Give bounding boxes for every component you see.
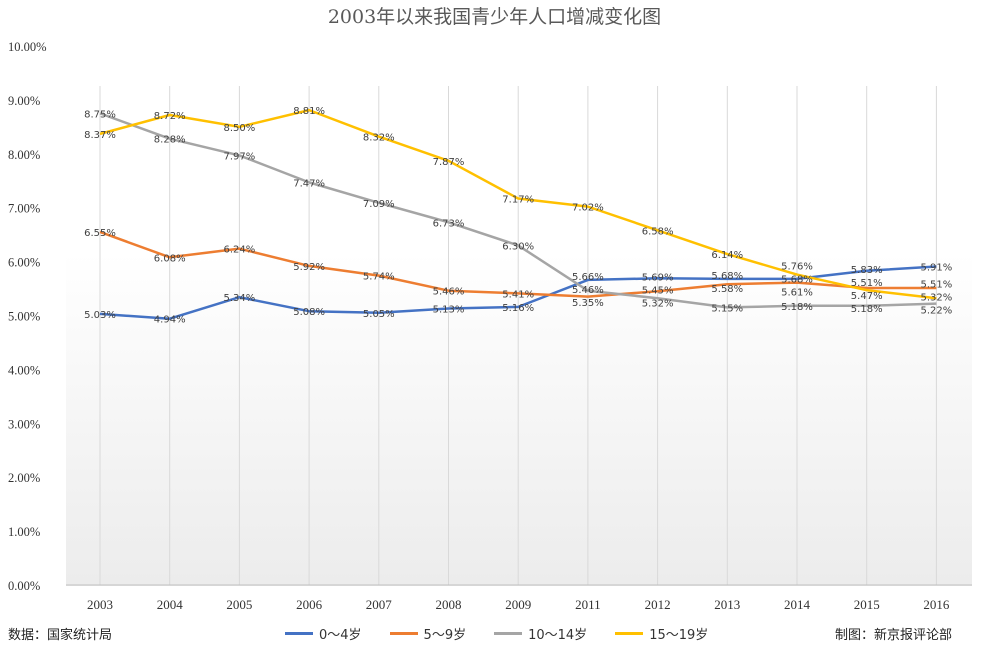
data-label: 5.51%: [921, 280, 953, 291]
y-tick-label: 6.00%: [8, 256, 40, 270]
data-label: 5.08%: [293, 307, 325, 318]
legend-label: 0～4岁: [319, 628, 362, 643]
data-label: 5.51%: [851, 278, 883, 289]
data-label: 5.83%: [851, 265, 883, 276]
data-label: 5.92%: [293, 262, 325, 273]
legend-item: 15～19岁: [615, 624, 708, 643]
data-label: 8.72%: [154, 111, 186, 122]
data-label: 7.87%: [433, 157, 465, 168]
legend-swatch: [615, 632, 644, 635]
x-tick-label: 2016: [923, 597, 950, 612]
line-chart: 2003 2004 2005 2006 2007 2008 2009 2011 2012 2013…: [8, 30, 972, 612]
source-note: 数据：国家统计局: [8, 628, 113, 643]
x-tick-label: 2008: [436, 597, 462, 612]
y-tick-label: 3.00%: [8, 417, 40, 431]
data-label: 5.46%: [572, 285, 604, 296]
y-tick-label: 1.00%: [8, 525, 40, 539]
series-line: [99, 108, 937, 300]
data-label: 5.03%: [84, 310, 116, 321]
x-tick-label: 2009: [505, 597, 531, 612]
y-tick-label: 0.00%: [8, 579, 40, 593]
data-label: 5.76%: [781, 262, 813, 273]
data-label: 6.58%: [642, 226, 674, 237]
data-label: 5.41%: [502, 289, 534, 300]
x-tick-label: 2015: [854, 597, 880, 612]
data-label: 7.09%: [363, 199, 395, 210]
data-label: 5.66%: [572, 272, 604, 283]
data-label: 8.50%: [224, 123, 256, 134]
data-label: 5.61%: [781, 288, 813, 299]
y-tick-label: 8.00%: [8, 148, 40, 162]
y-tick-label: 7.00%: [8, 202, 40, 216]
data-label: 6.73%: [433, 218, 465, 229]
data-label: 5.22%: [921, 306, 953, 317]
x-tick-label: 2012: [645, 597, 671, 612]
y-tick-label: 10.00%: [8, 40, 47, 54]
data-label: 5.74%: [363, 272, 395, 283]
x-tick-label: 2006: [296, 597, 323, 612]
data-label: 6.55%: [84, 228, 116, 239]
data-label: 5.69%: [642, 272, 674, 283]
x-tick-label: 2007: [366, 597, 393, 612]
chart-title: 2003年以来我国青少年人口增减变化图: [327, 6, 662, 28]
data-label: 8.75%: [84, 109, 116, 120]
data-label: 5.32%: [921, 293, 953, 304]
data-label: 8.37%: [84, 130, 116, 141]
data-label: 5.18%: [851, 304, 883, 315]
data-label: 7.02%: [572, 203, 604, 214]
data-label: 5.16%: [502, 303, 534, 314]
credit-note: 制图：新京报评论部: [835, 628, 953, 643]
data-label: 5.46%: [433, 287, 465, 298]
data-label: 6.14%: [711, 250, 743, 261]
data-label: 5.47%: [851, 291, 883, 302]
data-label: 5.91%: [921, 263, 953, 274]
data-label: 5.58%: [711, 284, 743, 295]
x-tick-label: 2014: [784, 597, 811, 612]
data-label: 4.94%: [154, 315, 186, 326]
data-label: 5.35%: [572, 298, 604, 309]
data-label: 5.32%: [642, 298, 674, 309]
data-label: 5.18%: [781, 302, 813, 313]
data-label: 5.13%: [433, 305, 465, 316]
data-label: 6.30%: [502, 241, 534, 252]
data-label: 5.15%: [711, 303, 743, 314]
data-label: 5.68%: [711, 271, 743, 282]
data-label: 8.28%: [154, 135, 186, 146]
legend-swatch: [494, 632, 523, 635]
data-label: 7.97%: [224, 151, 256, 162]
data-label: 5.05%: [363, 309, 395, 320]
y-tick-label: 5.00%: [8, 310, 40, 324]
data-label: 6.08%: [154, 253, 186, 264]
y-tick-label: 2.00%: [8, 471, 40, 485]
data-label: 5.45%: [642, 285, 674, 296]
data-label: 5.68%: [781, 275, 813, 286]
legend: 0～4岁 5～9岁 10～14岁 15～19岁: [285, 624, 708, 643]
data-label: 8.81%: [293, 106, 325, 117]
series-line: [99, 265, 937, 320]
legend-swatch: [389, 632, 418, 635]
data-label: 8.32%: [363, 133, 395, 144]
legend-item: 0～4岁: [285, 624, 362, 643]
legend-label: 15～19岁: [649, 628, 709, 643]
y-tick-label: 9.00%: [8, 94, 40, 108]
legend-swatch: [285, 632, 313, 635]
series-line: [99, 112, 937, 309]
x-tick-label: 2011: [575, 597, 601, 612]
x-tick-label: 2003: [87, 597, 113, 612]
y-tick-label: 4.00%: [8, 363, 40, 377]
legend-label: 10～14岁: [528, 628, 588, 643]
legend-item: 5～9岁: [389, 624, 467, 643]
data-label: 6.24%: [224, 245, 256, 256]
data-label: 7.17%: [502, 195, 534, 206]
x-tick-label: 2005: [226, 597, 252, 612]
legend-label: 5～9岁: [423, 628, 467, 643]
x-tick-label: 2004: [157, 597, 184, 612]
data-label: 7.47%: [293, 178, 325, 189]
series-line: [99, 230, 937, 298]
x-tick-label: 2013: [714, 597, 740, 612]
legend-item: 10～14岁: [494, 624, 587, 643]
data-label: 5.34%: [224, 293, 256, 304]
